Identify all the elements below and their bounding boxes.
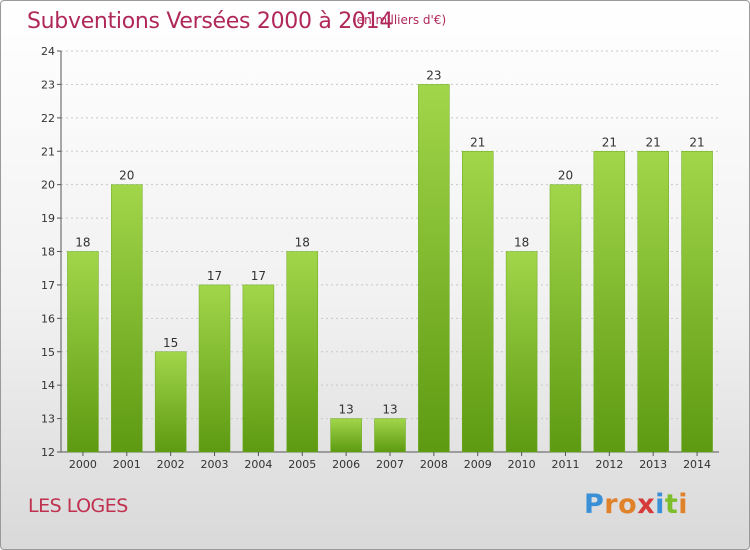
x-tick-label-2002: 2002 bbox=[157, 458, 185, 471]
commune-name: LES LOGES bbox=[28, 495, 128, 517]
bar-2013 bbox=[637, 151, 669, 453]
logo-letter: i bbox=[655, 489, 665, 520]
bar-2010 bbox=[505, 251, 538, 453]
data-label-2005: 18 bbox=[295, 236, 310, 250]
data-label-2003: 17 bbox=[207, 269, 222, 283]
x-tick-label-2008: 2008 bbox=[420, 458, 448, 471]
chart-title: Subventions Versées 2000 à 2014 bbox=[27, 9, 394, 34]
data-label-2000: 18 bbox=[75, 236, 90, 250]
logo-letter: P bbox=[584, 489, 605, 520]
data-label-2006: 13 bbox=[338, 403, 353, 417]
bar-2004 bbox=[242, 284, 275, 453]
y-tick-label: 18 bbox=[41, 246, 55, 259]
y-tick-label: 13 bbox=[41, 413, 55, 426]
x-tick-label-2013: 2013 bbox=[639, 458, 667, 471]
data-label-2002: 15 bbox=[163, 336, 178, 350]
proxiti-logo: Proxiti bbox=[584, 489, 688, 520]
bar-2001 bbox=[111, 184, 143, 453]
logo-letter: x bbox=[637, 489, 656, 520]
y-tick-label: 12 bbox=[41, 446, 55, 459]
y-tick-label: 23 bbox=[41, 78, 55, 91]
x-tick-label-2001: 2001 bbox=[113, 458, 141, 471]
y-tick-label: 21 bbox=[41, 145, 55, 158]
data-label-2001: 20 bbox=[119, 169, 134, 183]
y-tick-label: 22 bbox=[41, 112, 55, 125]
x-tick-label-2006: 2006 bbox=[332, 458, 360, 471]
x-tick-label-2007: 2007 bbox=[376, 458, 404, 471]
bar-2009 bbox=[461, 151, 494, 453]
bar-2000 bbox=[67, 251, 99, 453]
data-label-2004: 17 bbox=[251, 269, 266, 283]
x-tick-label-2014: 2014 bbox=[683, 458, 711, 471]
x-tick-label-2009: 2009 bbox=[464, 458, 492, 471]
y-tick-label: 14 bbox=[41, 379, 55, 392]
bar-2008 bbox=[418, 84, 450, 453]
bar-2014 bbox=[681, 151, 713, 453]
bar-2005 bbox=[286, 251, 319, 453]
bar-2003 bbox=[198, 284, 231, 453]
y-tick-label: 16 bbox=[41, 312, 55, 325]
logo-letter: o bbox=[618, 489, 638, 520]
y-tick-label: 17 bbox=[41, 279, 55, 292]
x-tick-label-2010: 2010 bbox=[508, 458, 536, 471]
x-tick-label-2003: 2003 bbox=[201, 458, 229, 471]
chart-subtitle: (en milliers d'€) bbox=[352, 13, 447, 27]
data-label-2008: 23 bbox=[426, 68, 441, 82]
logo-letter: t bbox=[664, 489, 679, 520]
logo-letter: i bbox=[678, 489, 689, 520]
x-tick-label-2000: 2000 bbox=[69, 458, 97, 471]
x-tick-label-2004: 2004 bbox=[244, 458, 272, 471]
data-label-2014: 21 bbox=[689, 135, 704, 149]
y-tick-label: 24 bbox=[41, 45, 55, 58]
data-label-2009: 21 bbox=[470, 135, 485, 149]
x-tick-label-2012: 2012 bbox=[595, 458, 623, 471]
bar-2006 bbox=[330, 418, 362, 453]
y-tick-label: 20 bbox=[41, 179, 55, 192]
bar-2012 bbox=[593, 151, 626, 453]
bar-2011 bbox=[549, 184, 582, 453]
bar-2007 bbox=[374, 418, 406, 453]
data-label-2012: 21 bbox=[602, 135, 617, 149]
data-label-2011: 20 bbox=[558, 169, 573, 183]
y-tick-label: 19 bbox=[41, 212, 55, 225]
x-tick-label-2011: 2011 bbox=[551, 458, 579, 471]
data-label-2013: 21 bbox=[646, 135, 661, 149]
logo-letter: r bbox=[604, 489, 619, 520]
x-tick-label-2005: 2005 bbox=[288, 458, 316, 471]
bar-2002 bbox=[154, 351, 187, 453]
data-label-2010: 18 bbox=[514, 236, 529, 250]
data-label-2007: 13 bbox=[382, 403, 397, 417]
y-tick-label: 15 bbox=[41, 346, 55, 359]
